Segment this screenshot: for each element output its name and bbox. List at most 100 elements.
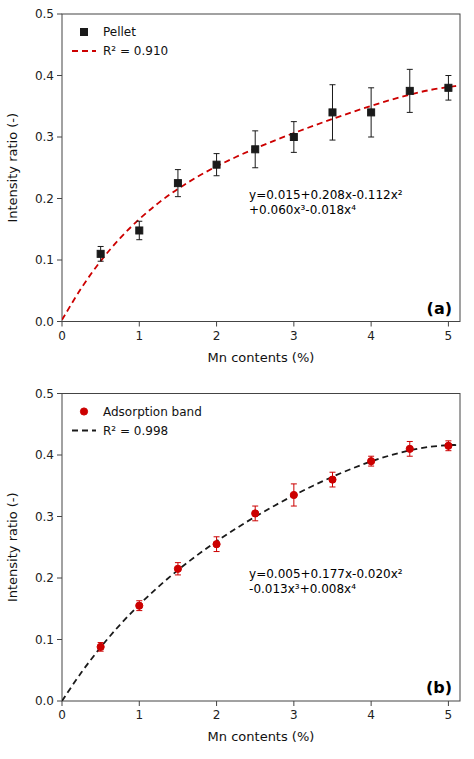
error-cap bbox=[445, 75, 451, 76]
marker bbox=[368, 109, 375, 116]
y-tick-label: 0.1 bbox=[35, 633, 54, 647]
marker bbox=[136, 602, 143, 609]
y-tick bbox=[57, 198, 62, 199]
x-tick-label: 2 bbox=[213, 708, 221, 722]
y-tick-label: 0.3 bbox=[35, 130, 54, 144]
y-tick-label: 0.1 bbox=[35, 253, 54, 267]
panel: 0123450.00.10.20.30.40.5Mn contents (%)I… bbox=[5, 7, 460, 365]
y-tick bbox=[57, 578, 62, 579]
marker bbox=[252, 146, 259, 153]
error-cap bbox=[329, 472, 335, 473]
error-cap bbox=[445, 450, 451, 451]
x-tick bbox=[371, 322, 372, 327]
plot-frame bbox=[62, 394, 460, 702]
error-cap bbox=[136, 610, 142, 611]
x-tick bbox=[62, 322, 63, 327]
error-cap bbox=[252, 130, 258, 131]
fit-line bbox=[62, 445, 456, 701]
y-tick bbox=[57, 75, 62, 76]
error-cap bbox=[175, 196, 181, 197]
panel-label: (b) bbox=[426, 678, 452, 697]
chart: 0123450.00.10.20.30.40.5Mn contents (%)I… bbox=[0, 0, 474, 759]
error-cap bbox=[98, 261, 104, 262]
error-cap bbox=[445, 100, 451, 101]
x-tick bbox=[293, 701, 294, 706]
y-tick bbox=[57, 455, 62, 456]
y-tick-label: 0.5 bbox=[35, 387, 54, 401]
marker bbox=[252, 510, 259, 517]
error-cap bbox=[291, 121, 297, 122]
error-bar bbox=[98, 246, 104, 261]
x-tick bbox=[139, 701, 140, 706]
legend: PelletR² = 0.910 bbox=[72, 25, 168, 58]
error-bar bbox=[175, 563, 181, 575]
data-layer bbox=[62, 441, 456, 701]
error-bar bbox=[291, 484, 297, 506]
error-bar bbox=[368, 456, 374, 466]
x-tick-label: 5 bbox=[445, 708, 453, 722]
x-tick bbox=[448, 322, 449, 327]
error-cap bbox=[175, 169, 181, 170]
page: {"chart_data": [ {"type": "scatter", "xl… bbox=[0, 0, 474, 759]
y-axis-label: Intensity ratio (-) bbox=[5, 113, 20, 223]
x-tick-label: 4 bbox=[367, 708, 375, 722]
marker bbox=[290, 134, 297, 141]
y-tick bbox=[57, 639, 62, 640]
y-tick-label: 0.4 bbox=[35, 448, 54, 462]
error-cap bbox=[407, 456, 413, 457]
y-tick-label: 0.0 bbox=[35, 694, 54, 708]
marker bbox=[406, 445, 413, 452]
equation: y=0.015+0.208x-0.112x² bbox=[249, 188, 403, 202]
error-cap bbox=[214, 536, 220, 537]
error-cap bbox=[214, 175, 220, 176]
y-tick-label: 0.5 bbox=[35, 7, 54, 21]
marker bbox=[174, 565, 181, 572]
error-bar bbox=[329, 472, 335, 487]
x-tick-label: 2 bbox=[213, 329, 221, 343]
error-cap bbox=[368, 87, 374, 88]
error-cap bbox=[252, 520, 258, 521]
y-tick-label: 0.2 bbox=[35, 571, 54, 585]
x-tick bbox=[139, 322, 140, 327]
error-cap bbox=[407, 69, 413, 70]
legend: Adsorption bandR² = 0.998 bbox=[72, 405, 202, 438]
legend-swatch bbox=[80, 408, 87, 415]
marker bbox=[445, 84, 452, 91]
x-axis-label: Mn contents (%) bbox=[208, 350, 315, 365]
marker bbox=[445, 442, 452, 449]
y-tick bbox=[57, 260, 62, 261]
x-tick bbox=[62, 701, 63, 706]
error-bar bbox=[407, 441, 413, 456]
error-bar bbox=[291, 122, 297, 153]
legend-swatch bbox=[72, 430, 96, 432]
x-tick-label: 1 bbox=[135, 329, 143, 343]
error-cap bbox=[329, 140, 335, 141]
equation: +0.060x³-0.018x⁴ bbox=[249, 203, 356, 217]
error-cap bbox=[407, 112, 413, 113]
error-cap bbox=[291, 506, 297, 507]
x-tick-label: 0 bbox=[58, 329, 66, 343]
legend-swatch bbox=[72, 50, 96, 52]
y-tick-label: 0.4 bbox=[35, 69, 54, 83]
x-tick bbox=[216, 322, 217, 327]
error-cap bbox=[252, 506, 258, 507]
marker bbox=[213, 161, 220, 168]
marker bbox=[97, 643, 104, 650]
error-bar bbox=[252, 131, 258, 168]
marker bbox=[406, 87, 413, 94]
fit-line bbox=[62, 86, 456, 320]
y-tick bbox=[57, 393, 62, 394]
panel-label: (a) bbox=[427, 299, 452, 318]
marker bbox=[174, 180, 181, 187]
error-bar bbox=[214, 154, 220, 176]
marker bbox=[329, 476, 336, 483]
error-cap bbox=[214, 153, 220, 154]
error-cap bbox=[136, 239, 142, 240]
error-bar bbox=[368, 88, 374, 137]
x-tick bbox=[448, 701, 449, 706]
error-cap bbox=[175, 574, 181, 575]
y-tick-label: 0.2 bbox=[35, 192, 54, 206]
legend-swatch bbox=[81, 29, 88, 36]
error-cap bbox=[368, 466, 374, 467]
error-cap bbox=[368, 137, 374, 138]
